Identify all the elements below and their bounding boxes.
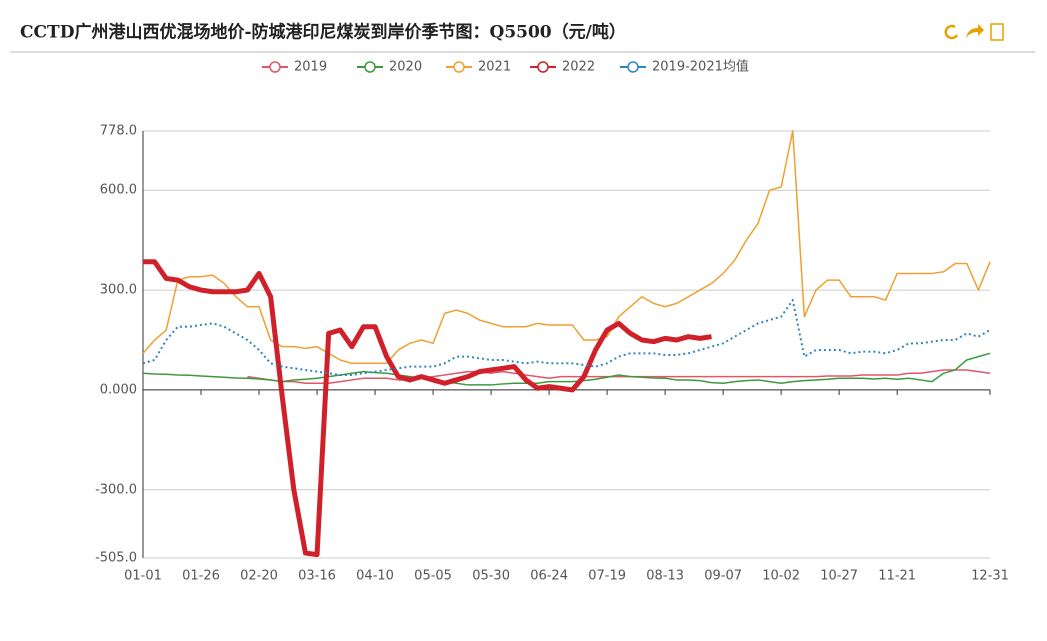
x-tick-label: 02-20 bbox=[240, 569, 278, 584]
y-tick-label: 778.0 bbox=[100, 124, 137, 139]
x-tick-label: 06-24 bbox=[530, 569, 568, 584]
legend-icon bbox=[453, 61, 465, 73]
x-tick-label: 01-26 bbox=[182, 569, 220, 584]
legend-icon bbox=[269, 61, 281, 73]
x-tick-label: 04-10 bbox=[356, 569, 394, 584]
legend-icon bbox=[537, 61, 549, 73]
series-line bbox=[143, 259, 712, 558]
y-tick-label: -505.0 bbox=[95, 551, 137, 566]
series-line bbox=[247, 369, 991, 385]
legend-icon bbox=[627, 61, 639, 73]
series-line bbox=[142, 130, 991, 365]
share-icon[interactable] bbox=[966, 24, 984, 38]
chart-title: CCTD广州港山西优混场地价-防城港印尼煤炭到岸价季节图：Q5500（元/吨） bbox=[20, 22, 626, 43]
y-tick-label: 0.000 bbox=[100, 382, 137, 397]
legend-label: 2021 bbox=[478, 60, 511, 75]
x-tick-label: 09-07 bbox=[704, 569, 742, 584]
x-tick-label: 08-13 bbox=[646, 569, 684, 584]
y-tick-label: 600.0 bbox=[100, 183, 137, 198]
refresh-icon[interactable] bbox=[944, 24, 959, 40]
x-tick-label: 05-05 bbox=[414, 569, 452, 584]
legend-label: 2019 bbox=[294, 60, 327, 75]
series-line bbox=[142, 352, 991, 386]
legend-label: 2019-2021均值 bbox=[652, 59, 749, 75]
x-tick-label: 01-01 bbox=[124, 569, 162, 584]
x-tick-label: 05-30 bbox=[472, 569, 510, 584]
x-tick-label: 11-21 bbox=[878, 569, 916, 584]
x-tick-label: 07-19 bbox=[588, 569, 626, 584]
x-tick-label: 12-31 bbox=[971, 569, 1009, 584]
save-icon[interactable] bbox=[990, 23, 1004, 41]
x-tick-label: 10-02 bbox=[762, 569, 800, 584]
legend-icon bbox=[364, 61, 376, 73]
series-line bbox=[142, 299, 991, 376]
y-tick-label: -300.0 bbox=[95, 482, 137, 497]
x-tick-label: 03-16 bbox=[298, 569, 336, 584]
toolbox[interactable] bbox=[944, 23, 1004, 41]
legend-label: 2020 bbox=[389, 60, 422, 75]
y-tick-label: 300.0 bbox=[100, 283, 137, 298]
legend-label: 2022 bbox=[562, 60, 595, 75]
x-tick-label: 10-27 bbox=[820, 569, 858, 584]
